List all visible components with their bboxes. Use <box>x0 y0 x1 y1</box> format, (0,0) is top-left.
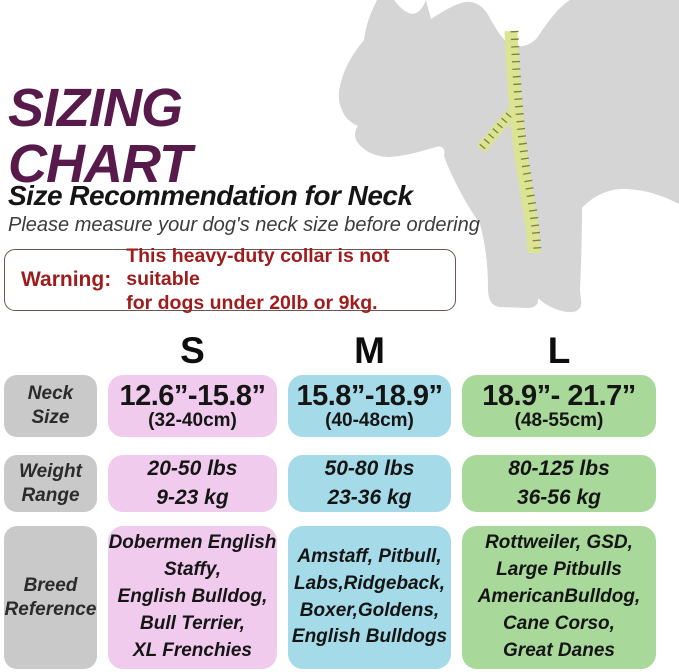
neck-size-l-cm: (48-55cm) <box>514 410 604 432</box>
size-header-m: M <box>354 330 385 371</box>
measuring-tape <box>476 30 542 254</box>
page-title: SIZING CHART <box>8 78 192 195</box>
dog-silhouette <box>338 0 679 313</box>
size-header-row: S M L <box>4 330 668 375</box>
neck-size-s: 12.6”-15.8” (32-40cm) <box>108 375 277 437</box>
breed-reference-s: Dobermen English Staffy, English Bulldog… <box>108 526 277 669</box>
neck-size-m: 15.8”-18.9” (40-48cm) <box>288 375 451 437</box>
weight-range-m: 50-80 lbs 23-36 kg <box>288 455 451 512</box>
warning-message: This heavy-duty collar is not suitable f… <box>126 244 390 314</box>
neck-size-m-inches: 15.8”-18.9” <box>296 379 443 412</box>
neck-size-s-inches: 12.6”-15.8” <box>119 379 266 412</box>
breed-reference-row: Breed Reference Dobermen English Staffy,… <box>4 526 668 669</box>
neck-size-l: 18.9”- 21.7” (48-55cm) <box>462 375 656 437</box>
size-header-l: L <box>547 330 571 371</box>
measure-note: Please measure your dog's neck size befo… <box>8 214 480 236</box>
breed-reference-m: Amstaff, Pitbull, Labs,Ridgeback, Boxer,… <box>288 526 451 669</box>
warning-box: Warning: This heavy-duty collar is not s… <box>4 245 456 314</box>
neck-size-m-cm: (40-48cm) <box>325 410 414 432</box>
neck-size-s-cm: (32-40cm) <box>148 410 237 432</box>
title-line-2: CHART <box>8 134 192 195</box>
neck-size-row: Neck Size 12.6”-15.8” (32-40cm) 15.8”-18… <box>4 375 668 437</box>
row-label-weight-range: Weight Range <box>4 455 97 512</box>
sizing-table: S M L Neck Size 12.6”-15.8” (32-40cm) 15… <box>4 330 668 669</box>
title-line-1: SIZING <box>8 78 183 139</box>
header-spacer <box>4 330 97 375</box>
dog-illustration <box>330 0 679 320</box>
warning-label: Warning: <box>21 268 112 291</box>
row-label-neck-size: Neck Size <box>4 375 97 437</box>
size-header-s: S <box>180 330 205 371</box>
subtitle: Size Recommendation for Neck <box>8 180 413 211</box>
weight-range-row: Weight Range 20-50 lbs 9-23 kg 50-80 lbs… <box>4 455 668 512</box>
row-label-breed-reference: Breed Reference <box>4 526 97 669</box>
weight-range-l: 80-125 lbs 36-56 kg <box>462 455 656 512</box>
weight-range-s: 20-50 lbs 9-23 kg <box>108 455 277 512</box>
neck-size-l-inches: 18.9”- 21.7” <box>482 379 636 412</box>
breed-reference-l: Rottweiler, GSD, Large Pitbulls American… <box>462 526 656 669</box>
